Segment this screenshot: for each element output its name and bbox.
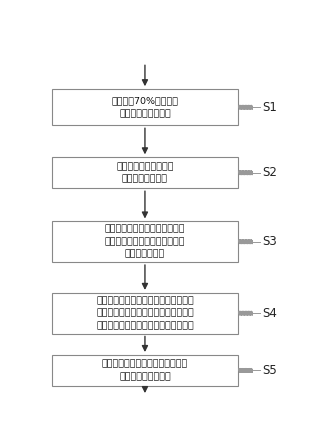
Text: S1: S1 xyxy=(263,101,277,114)
Text: 再用高纯压缩空气对半成品进行吹扫，
除去半成品内残留的，所得到的成品经
过成品冷却器再次冷却后进入成品储槽: 再用高纯压缩空气对半成品进行吹扫， 除去半成品内残留的，所得到的成品经 过成品冷… xyxy=(96,296,194,330)
Text: S2: S2 xyxy=(263,166,277,179)
Bar xyxy=(52,221,238,262)
Bar xyxy=(52,89,238,125)
Bar xyxy=(52,355,238,386)
Bar xyxy=(52,293,238,333)
Text: 经过微滤进入预热器预
热后进入再沸器内: 经过微滤进入预热器预 热后进入再沸器内 xyxy=(116,162,174,184)
Text: S5: S5 xyxy=(263,364,277,377)
Text: S4: S4 xyxy=(263,307,277,320)
Text: 提供浓度70%左右的化
学纯试剂级硝酸原料: 提供浓度70%左右的化 学纯试剂级硝酸原料 xyxy=(111,96,178,118)
Bar xyxy=(52,157,238,188)
Text: 采用饱和蒸汽对再沸器加热，加
热产生的硝酸蒸汽经过蒸汽冷凝
器后得到半成品: 采用饱和蒸汽对再沸器加热，加 热产生的硝酸蒸汽经过蒸汽冷凝 器后得到半成品 xyxy=(105,225,185,259)
Text: S3: S3 xyxy=(263,235,277,248)
Text: 经过超滤去除颗粒后得到最终的应
用于电子行业的硝酸: 经过超滤去除颗粒后得到最终的应 用于电子行业的硝酸 xyxy=(102,360,188,381)
